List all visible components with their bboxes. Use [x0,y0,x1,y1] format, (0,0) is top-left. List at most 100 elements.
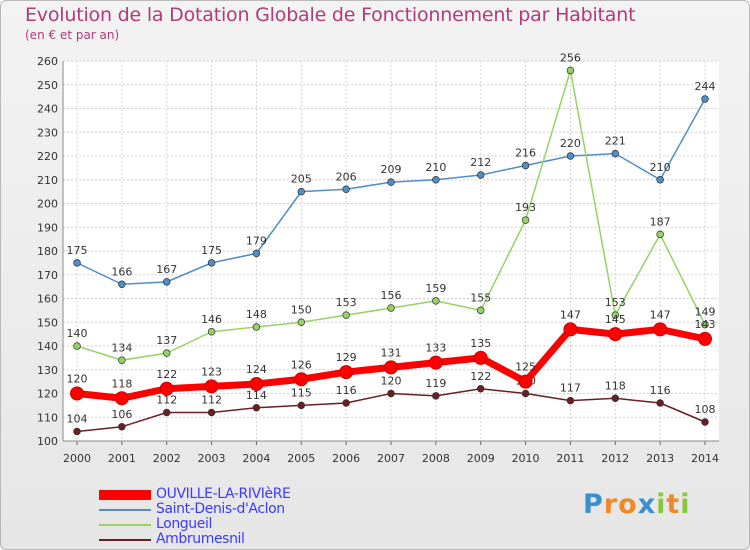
data-label-saint-denis-d-aclon: 166 [111,265,132,278]
x-tick-label: 2001 [108,452,136,465]
data-label-longueil: 150 [291,303,312,316]
data-label-saint-denis-d-aclon: 175 [67,244,88,257]
data-point-longueil [162,349,171,357]
data-label-longueil: 137 [156,334,177,347]
data-point-longueil [118,356,126,365]
data-label-ouville-la-rivi-re: 147 [560,308,581,321]
x-tick-label: 2010 [512,452,540,465]
legend-swatch [99,490,151,500]
data-label-saint-denis-d-aclon: 175 [201,244,222,257]
data-point-saint-denis-d-aclon [297,187,306,196]
data-label-ambrumesnil: 116 [336,384,357,397]
data-point-saint-denis-d-aclon [252,249,261,258]
y-tick-label: 230 [37,126,58,139]
y-tick-label: 110 [37,411,58,424]
y-tick-label: 170 [37,269,58,282]
logo-letter: P [583,489,604,520]
data-label-ouville-la-rivi-re: 143 [695,318,716,331]
data-label-ambrumesnil: 104 [67,413,88,426]
x-tick-label: 2000 [63,452,91,465]
data-label-longueil: 187 [650,215,671,228]
x-tick-label: 2005 [287,452,315,465]
data-label-ambrumesnil: 115 [291,386,312,399]
data-point-longueil [521,216,530,224]
data-label-longueil: 146 [201,313,222,326]
data-label-saint-denis-d-aclon: 244 [695,80,716,93]
data-label-saint-denis-d-aclon: 220 [560,137,581,150]
data-label-saint-denis-d-aclon: 216 [515,147,536,160]
data-label-ouville-la-rivi-re: 133 [425,342,446,355]
data-point-saint-denis-d-aclon [476,171,485,179]
data-point-ouville-la-rivi-re [698,331,712,346]
data-label-saint-denis-d-aclon: 212 [470,156,491,169]
data-point-ambrumesnil [656,399,664,407]
y-tick-label: 210 [37,174,58,187]
data-point-ouville-la-rivi-re [294,372,309,387]
data-label-ambrumesnil: 117 [560,382,581,395]
data-point-ambrumesnil [387,389,395,398]
x-tick-label: 2004 [242,452,270,465]
data-point-ouville-la-rivi-re [339,365,354,380]
data-point-longueil [387,304,395,312]
data-point-longueil [342,311,350,319]
legend-label: Ambrumesnil [156,531,245,547]
data-label-ouville-la-rivi-re: 122 [156,368,177,381]
data-point-ambrumesnil [118,423,126,431]
data-label-ambrumesnil: 119 [425,377,446,390]
data-label-ambrumesnil: 116 [650,384,671,397]
data-point-ouville-la-rivi-re [204,379,219,394]
legend-swatch [99,524,151,526]
x-tick-label: 2002 [153,452,181,465]
data-point-saint-denis-d-aclon [73,259,81,267]
x-tick-label: 2006 [332,452,360,465]
data-label-saint-denis-d-aclon: 210 [425,161,446,174]
data-label-ouville-la-rivi-re: 131 [381,346,402,359]
data-point-ambrumesnil [207,408,216,417]
data-label-longueil: 156 [381,289,402,302]
y-tick-label: 130 [37,364,58,377]
data-label-ouville-la-rivi-re: 124 [246,363,267,376]
x-tick-label: 2012 [601,452,629,465]
legend-label: Saint-Denis-d'Aclon [156,501,285,517]
data-label-ouville-la-rivi-re: 129 [336,351,357,364]
chart-title: Evolution de la Dotation Globale de Fonc… [25,4,636,26]
data-point-saint-denis-d-aclon [162,278,171,286]
x-tick-label: 2011 [556,452,584,465]
data-point-ouville-la-rivi-re [608,327,623,342]
data-point-longueil [207,328,216,336]
data-label-longueil: 193 [515,201,536,214]
data-point-ouville-la-rivi-re [473,350,488,365]
y-tick-label: 240 [37,103,58,116]
data-point-ambrumesnil [297,401,306,410]
logo-letter: i [680,489,691,520]
y-tick-label: 140 [37,340,58,353]
data-point-saint-denis-d-aclon [207,259,216,267]
data-label-ambrumesnil: 120 [381,375,402,388]
data-point-longueil [297,318,306,327]
data-point-ouville-la-rivi-re [518,374,533,389]
data-label-saint-denis-d-aclon: 205 [291,173,312,186]
data-label-ouville-la-rivi-re: 126 [291,358,312,371]
data-label-ouville-la-rivi-re: 147 [650,308,671,321]
data-label-ambrumesnil: 122 [470,370,491,383]
logo-letter: x [637,489,657,520]
proxiti-logo: Proxiti [583,489,691,520]
data-point-ambrumesnil [476,385,485,393]
data-point-ambrumesnil [162,408,171,417]
y-tick-label: 120 [37,388,58,401]
logo-letter: i [656,489,667,520]
data-label-ambrumesnil: 112 [201,394,222,407]
data-label-saint-denis-d-aclon: 210 [650,161,671,174]
data-point-longueil [701,320,709,329]
chart-subtitle: (en € et par an) [25,28,120,42]
legend-swatch [99,509,151,511]
data-point-saint-denis-d-aclon [118,280,126,289]
data-label-longueil: 140 [67,327,88,340]
y-tick-label: 220 [37,150,58,163]
data-label-longueil: 134 [111,341,132,354]
data-point-ambrumesnil [566,396,575,405]
data-point-ambrumesnil [73,427,81,436]
y-tick-label: 190 [37,221,58,234]
data-point-longueil [566,66,575,75]
